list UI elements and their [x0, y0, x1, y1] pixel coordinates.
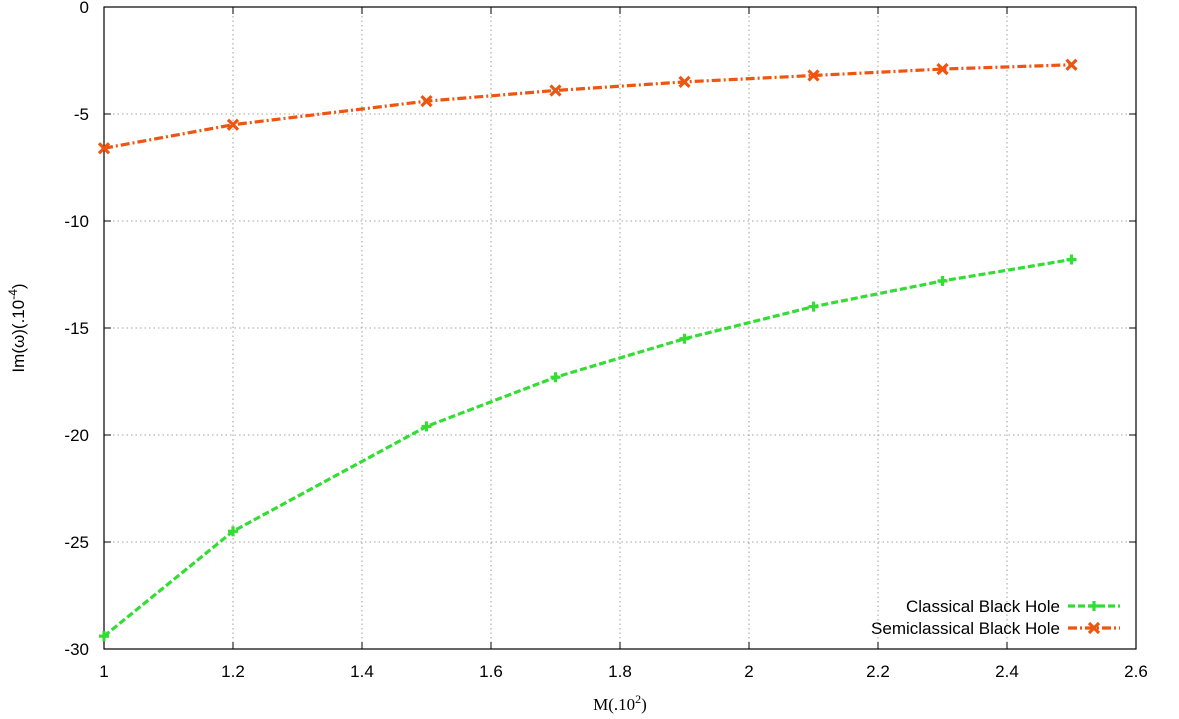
x-tick-label: 1.2 [221, 662, 245, 681]
legend: Classical Black Hole Semiclassical Black … [871, 597, 1120, 638]
legend-label: Classical Black Hole [906, 597, 1060, 616]
x-tick-label: 2.6 [1124, 662, 1148, 681]
cross-marker [1065, 58, 1078, 71]
legend-item: Semiclassical Black Hole [871, 619, 1120, 638]
legend-label: Semiclassical Black Hole [871, 619, 1060, 638]
plus-marker [808, 301, 819, 312]
cross-marker [226, 118, 240, 131]
cross-marker [678, 75, 691, 89]
series-2 [97, 58, 1078, 155]
plus-marker [99, 631, 109, 642]
y-tick-label: -25 [64, 533, 89, 552]
y-axis-label: Im(ω)(.10-4) [6, 283, 28, 372]
cross-marker [420, 95, 433, 108]
ticks: 1 1.2 1.4 1.6 1.8 2 2.2 2.4 2.6 0 -5 -10 -15 -20 -25 -3… [64, 0, 1147, 681]
cross-marker [936, 62, 949, 76]
plus-marker [679, 333, 690, 344]
x-axis-label: M(.102) [593, 692, 647, 714]
x-tick-label: 2.4 [995, 662, 1019, 681]
cross-marker [1087, 621, 1101, 635]
cross-marker [549, 84, 562, 97]
x-tick-label: 1.4 [350, 662, 374, 681]
plus-marker [550, 372, 561, 383]
plus-marker [421, 421, 432, 432]
y-tick-label: -20 [64, 426, 89, 445]
series-line [103, 63, 1072, 150]
series-1 [99, 254, 1077, 642]
series-line [102, 257, 1072, 638]
plus-marker [1066, 254, 1077, 265]
x-tick-label: 1.8 [608, 662, 632, 681]
x-tick-label: 1.6 [479, 662, 503, 681]
series-layer [97, 58, 1078, 642]
y-tick-label: -15 [64, 319, 89, 338]
y-tick-label: -10 [64, 212, 89, 231]
plus-marker [228, 526, 238, 537]
x-tick-label: 2 [744, 662, 753, 681]
cross-marker [97, 142, 111, 155]
x-tick-label: 1 [99, 662, 108, 681]
grid [104, 7, 1136, 649]
y-tick-label: 0 [80, 0, 89, 17]
legend-item: Classical Black Hole [906, 597, 1120, 616]
plus-marker [937, 275, 948, 286]
y-tick-label: -30 [64, 640, 89, 659]
plus-marker [1089, 601, 1099, 611]
x-tick-label: 2.2 [866, 662, 890, 681]
y-tick-label: -5 [74, 105, 89, 124]
cross-marker [807, 69, 820, 82]
